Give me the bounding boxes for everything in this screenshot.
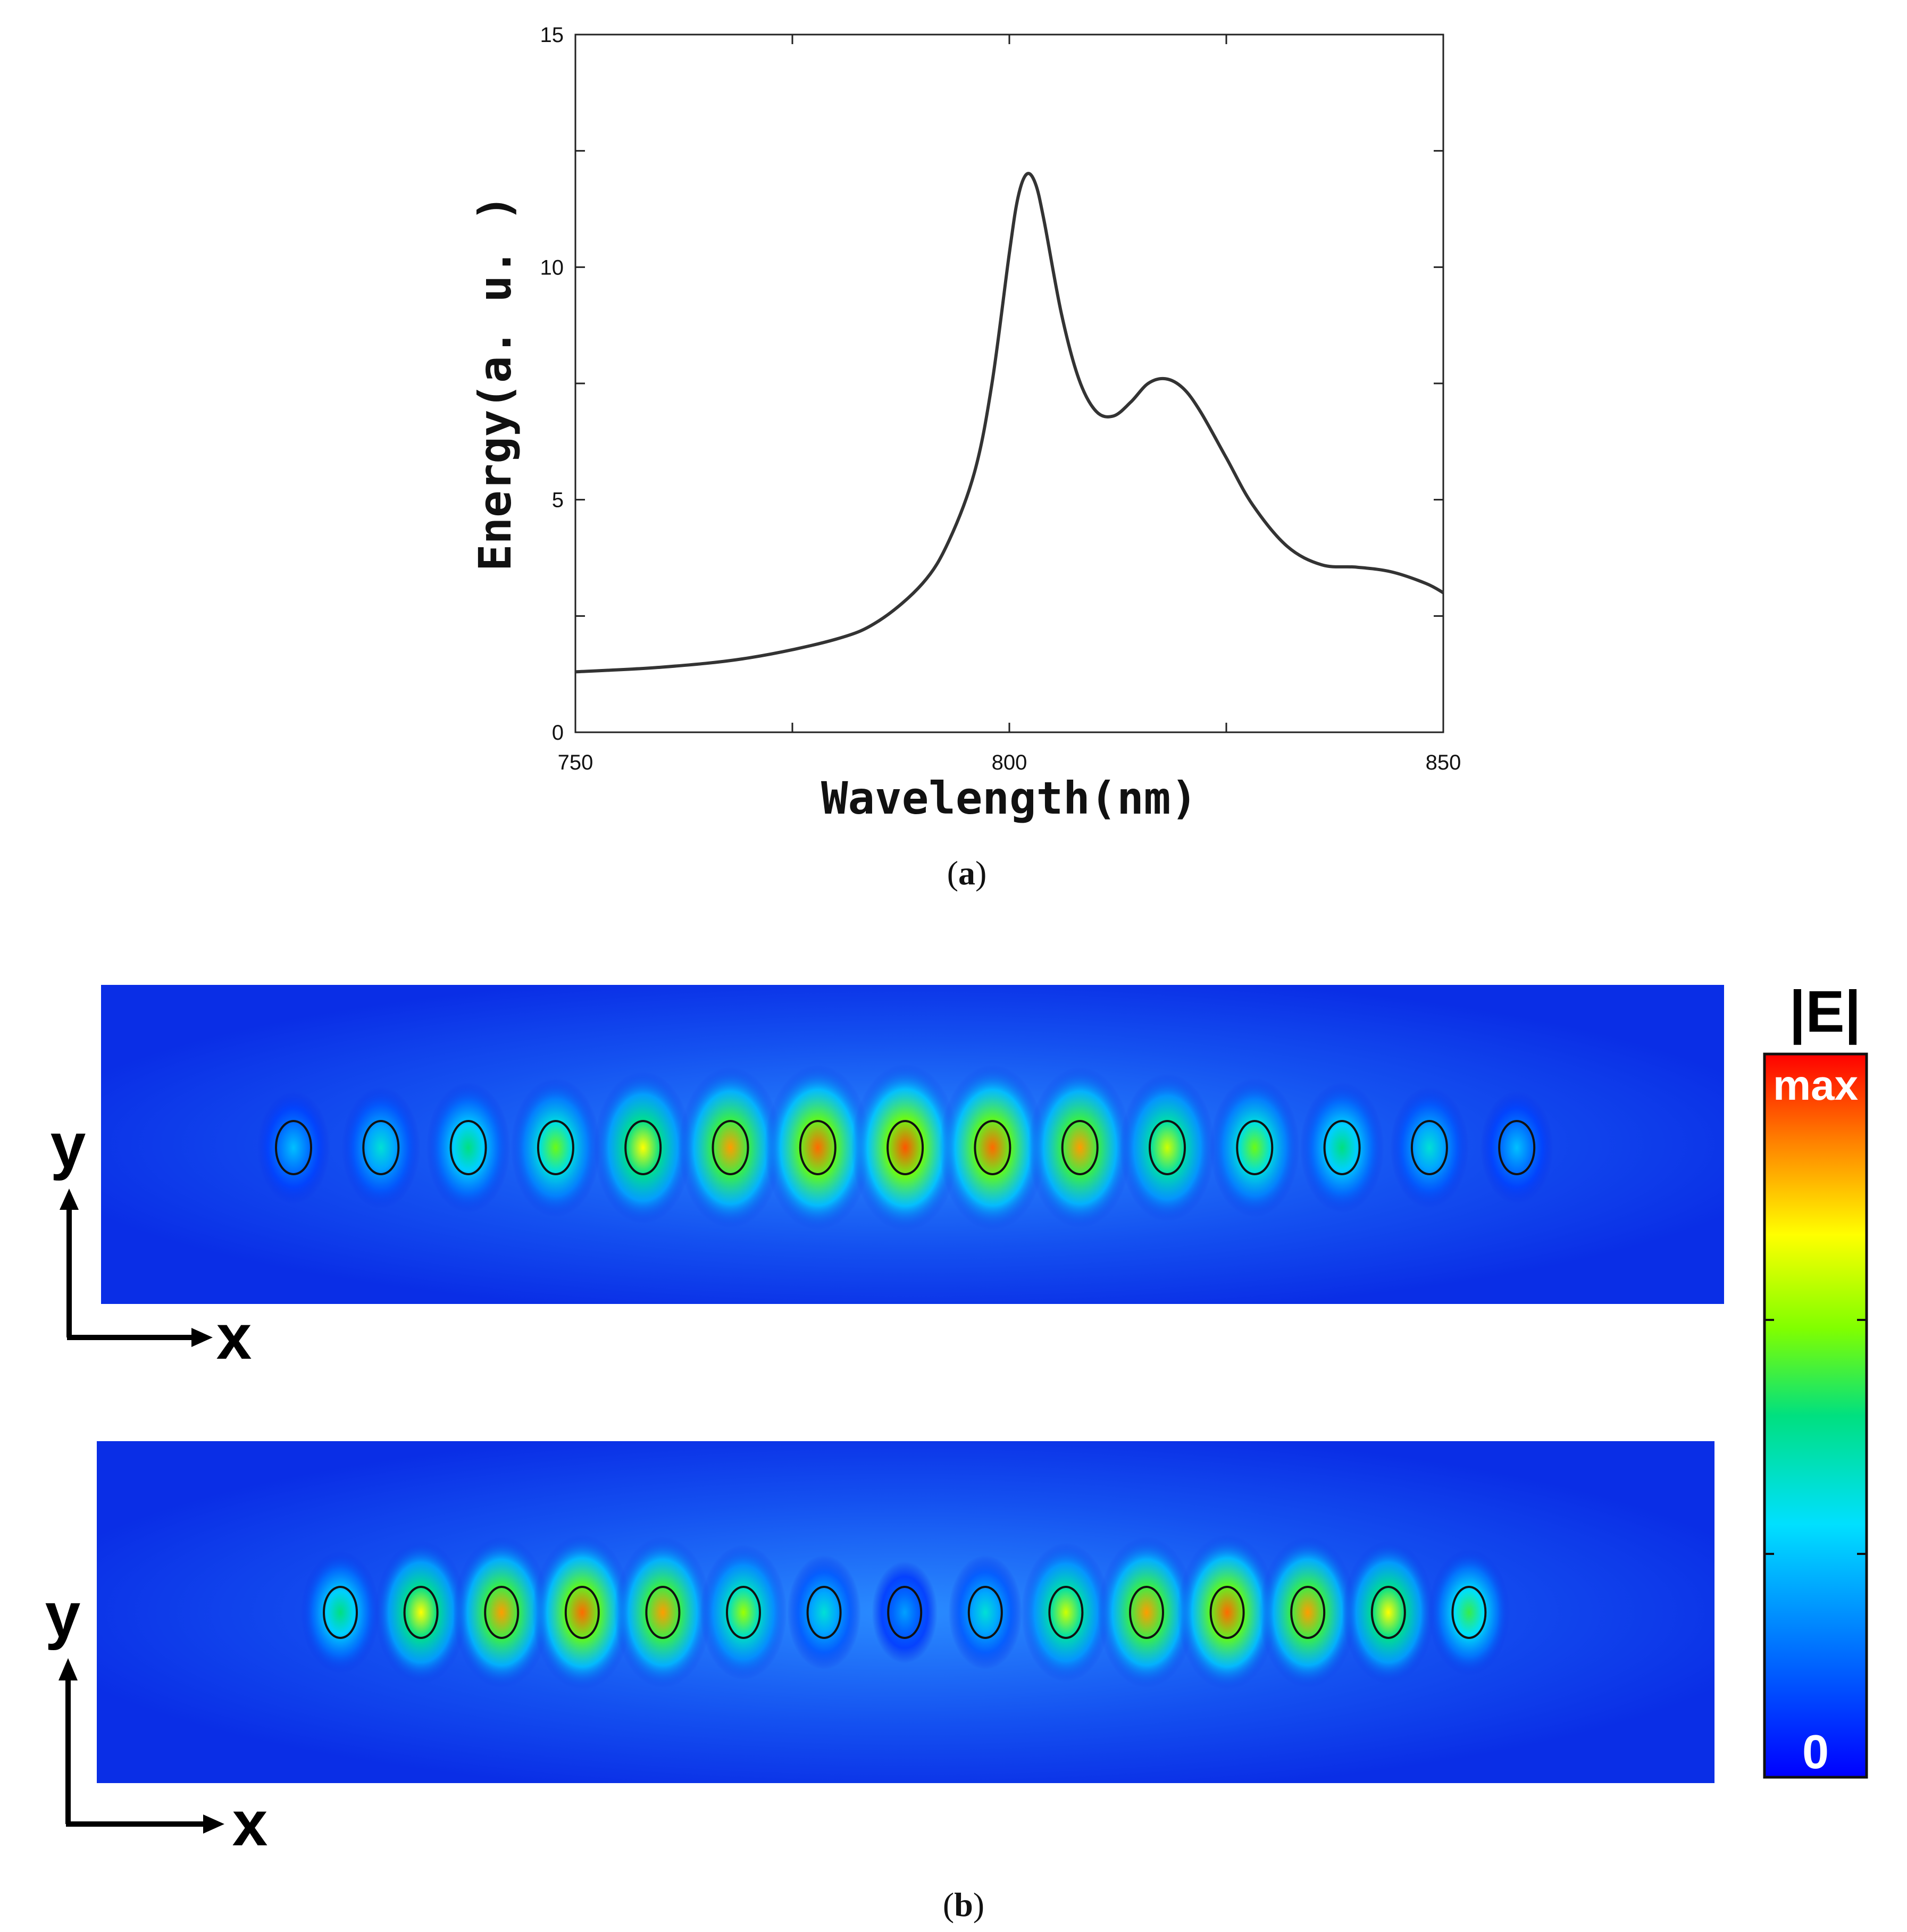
particle-outline <box>323 1586 358 1639</box>
field-glow <box>939 1065 1046 1231</box>
colorbar-title: |E| <box>1789 979 1861 1045</box>
field-glow <box>374 1541 467 1684</box>
colorbar-max-label: max <box>1773 1061 1858 1109</box>
field-glow <box>678 1067 783 1228</box>
field-glow <box>1021 1543 1111 1682</box>
y-axis-letter-2: y <box>45 1579 81 1651</box>
x-tick-label: 850 <box>1426 751 1461 774</box>
field-glow <box>948 1555 1023 1670</box>
field-glow <box>341 1086 421 1209</box>
particle-outline <box>1290 1586 1326 1639</box>
particle-outline <box>1370 1586 1406 1639</box>
particle-outline <box>1129 1586 1164 1639</box>
particle-outline <box>1209 1586 1245 1639</box>
x-axis-letter-1: x <box>216 1301 252 1373</box>
field-glow <box>787 1555 862 1670</box>
particle-outline <box>1451 1586 1487 1639</box>
particle-outline <box>449 1120 487 1175</box>
colorbar-ticks <box>1764 1319 1867 1555</box>
y-tick-label: 0 <box>552 721 564 745</box>
x-tick-label: 750 <box>558 751 593 774</box>
particle-outline <box>537 1120 574 1175</box>
particle-outline <box>1410 1120 1448 1175</box>
particle-outline <box>564 1586 600 1639</box>
field-glow <box>1428 1549 1510 1676</box>
particle-outline <box>887 1586 923 1639</box>
particle-outline <box>967 1586 1003 1639</box>
particle-outline <box>1061 1120 1099 1175</box>
x-arrow-icon <box>203 1814 224 1834</box>
x-axis-letter-2: x <box>232 1788 268 1859</box>
y-axis-label: Energy(a. u. ) <box>469 195 521 571</box>
field-glow <box>1028 1067 1132 1228</box>
y-tick-label: 10 <box>540 256 564 279</box>
particle-outline <box>799 1120 837 1175</box>
particle-outline <box>806 1586 842 1639</box>
field-glow <box>851 1064 959 1232</box>
colorbar-min-label: 0 <box>1802 1726 1829 1779</box>
tick-marks <box>574 34 1444 733</box>
field-glow <box>511 1078 601 1217</box>
plot-frame <box>574 34 1444 733</box>
field-map-1 <box>101 985 1724 1304</box>
particle-outline <box>624 1120 662 1175</box>
y-tick-label: 5 <box>552 489 564 512</box>
particle-outline <box>645 1586 681 1639</box>
particle-outline <box>1498 1120 1536 1175</box>
panel-b-field-maps: y x y x |E| max 0 (b) <box>45 979 1868 1923</box>
field-glow <box>700 1545 787 1680</box>
field-glow <box>764 1065 872 1231</box>
axis-indicator-1: y x <box>51 1110 252 1373</box>
particle-outline <box>712 1120 749 1175</box>
particle-outline <box>974 1120 1011 1175</box>
field-glow <box>1300 1082 1384 1213</box>
map-2-particles <box>300 1534 1510 1691</box>
energy-curve <box>575 172 1444 674</box>
field-glow <box>1177 1534 1277 1691</box>
particle-outline <box>1236 1120 1274 1175</box>
particle-outline <box>1149 1120 1186 1175</box>
particle-outline <box>886 1120 924 1175</box>
particle-outline <box>1048 1586 1084 1639</box>
x-tick-label: 800 <box>992 751 1027 774</box>
field-glow <box>300 1551 380 1674</box>
particle-outline <box>362 1120 400 1175</box>
particle-outline <box>275 1120 312 1175</box>
y-tick-label: 15 <box>540 23 564 47</box>
colorbar: |E| max 0 <box>1763 979 1868 1779</box>
field-glow <box>1259 1536 1357 1688</box>
y-arrow-icon <box>60 1189 79 1210</box>
panel-a-line-chart: 750 800 850 0 5 10 15 Wavelength(nm) Energy(a.… <box>469 23 1461 892</box>
field-glow <box>1480 1091 1553 1205</box>
y-arrow-icon <box>58 1658 78 1680</box>
axis-indicator-2: y x <box>45 1579 268 1859</box>
x-arrow-icon <box>191 1328 213 1347</box>
map-1-particles <box>257 1064 1553 1232</box>
particle-outline <box>726 1586 761 1639</box>
field-glow <box>1098 1536 1195 1688</box>
field-glow <box>1342 1541 1435 1684</box>
field-glow <box>426 1082 511 1213</box>
field-glow <box>872 1561 938 1664</box>
field-glow <box>1119 1073 1215 1222</box>
field-glow <box>532 1534 633 1691</box>
field-glow <box>1390 1086 1469 1209</box>
field-glow <box>1209 1078 1300 1217</box>
y-axis-letter-1: y <box>51 1110 86 1181</box>
field-glow <box>614 1536 712 1688</box>
colorbar-gradient <box>1763 1052 1868 1779</box>
field-glow <box>593 1071 692 1224</box>
x-axis-label: Wavelength(nm) <box>821 772 1198 824</box>
field-glow <box>453 1536 550 1688</box>
particle-outline <box>403 1586 439 1639</box>
field-glow <box>257 1091 330 1205</box>
particle-outline <box>484 1586 520 1639</box>
field-map-2 <box>97 1441 1714 1783</box>
particle-outline <box>1323 1120 1361 1175</box>
tick-labels: 750 800 850 0 5 10 15 <box>540 23 1461 774</box>
caption-b: (b) <box>943 1886 984 1923</box>
caption-a: (a) <box>947 854 987 892</box>
